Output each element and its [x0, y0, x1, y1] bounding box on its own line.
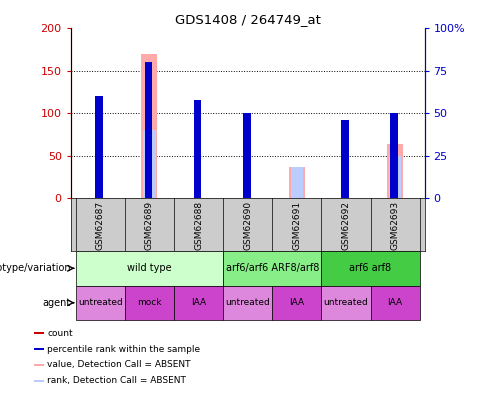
Bar	[96, 128, 103, 198]
Bar	[291, 167, 303, 198]
Bar	[322, 251, 420, 286]
Bar	[390, 113, 398, 198]
Bar	[34, 333, 44, 335]
Bar	[387, 144, 403, 198]
Text: IAA: IAA	[387, 298, 403, 307]
Bar	[34, 364, 44, 366]
Bar	[194, 100, 202, 198]
Text: GSM62687: GSM62687	[96, 201, 105, 250]
Bar	[341, 120, 349, 198]
Bar	[34, 380, 44, 382]
Text: untreated: untreated	[324, 298, 368, 307]
Bar	[34, 348, 44, 350]
Bar	[223, 251, 322, 286]
Bar	[76, 286, 125, 320]
Bar	[223, 286, 272, 320]
Text: arf6/arf6 ARF8/arf8: arf6/arf6 ARF8/arf8	[225, 263, 319, 273]
Bar	[142, 54, 157, 198]
Bar	[144, 62, 152, 198]
Text: value, Detection Call = ABSENT: value, Detection Call = ABSENT	[47, 360, 191, 369]
Bar	[243, 141, 250, 198]
Text: count: count	[47, 329, 73, 338]
Bar	[143, 130, 156, 198]
Bar	[289, 167, 305, 198]
Bar	[174, 286, 223, 320]
Text: untreated: untreated	[225, 298, 270, 307]
Bar	[370, 286, 420, 320]
Text: IAA: IAA	[191, 298, 206, 307]
Bar	[272, 286, 322, 320]
Bar	[322, 286, 370, 320]
Text: arf6 arf8: arf6 arf8	[349, 263, 391, 273]
Bar	[243, 113, 250, 198]
Bar	[96, 96, 103, 198]
Bar	[194, 134, 202, 198]
Text: untreated: untreated	[78, 298, 122, 307]
Text: agent: agent	[42, 298, 71, 308]
Text: GSM62693: GSM62693	[390, 201, 400, 250]
Bar	[125, 286, 174, 320]
Text: GSM62692: GSM62692	[342, 201, 350, 250]
Bar	[341, 160, 349, 198]
Bar	[76, 251, 223, 286]
Text: rank, Detection Call = ABSENT: rank, Detection Call = ABSENT	[47, 376, 186, 385]
Text: IAA: IAA	[289, 298, 305, 307]
Text: GSM62688: GSM62688	[194, 201, 203, 250]
Text: percentile rank within the sample: percentile rank within the sample	[47, 345, 201, 354]
Text: GSM62691: GSM62691	[292, 201, 301, 250]
Title: GDS1408 / 264749_at: GDS1408 / 264749_at	[175, 13, 321, 26]
Text: wild type: wild type	[127, 263, 172, 273]
Bar	[389, 156, 401, 198]
Text: GSM62689: GSM62689	[145, 201, 154, 250]
Text: genotype/variation: genotype/variation	[0, 263, 71, 273]
Text: mock: mock	[137, 298, 162, 307]
Text: GSM62690: GSM62690	[243, 201, 252, 250]
